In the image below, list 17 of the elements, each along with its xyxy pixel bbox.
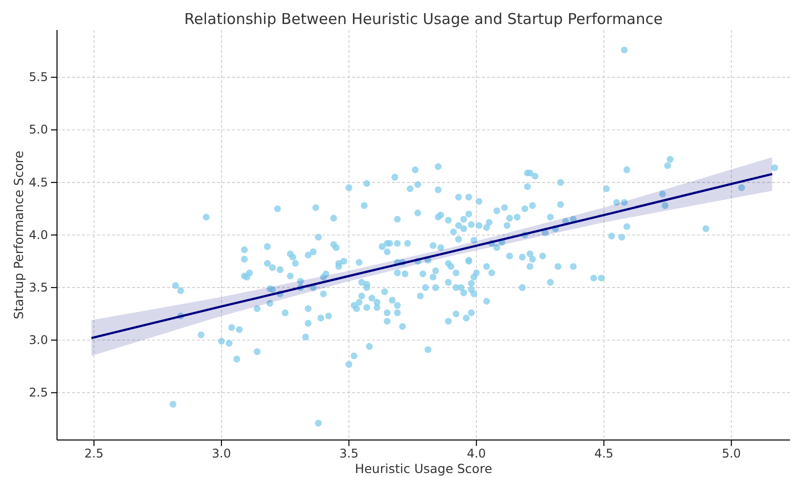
y-axis-title: Startup Performance Score [11, 150, 26, 320]
x-tick-label: 4.0 [466, 446, 486, 461]
chart-title: Relationship Between Heuristic Usage and Startup Performance [184, 10, 663, 28]
y-tick-label: 2.5 [28, 386, 48, 400]
x-axis-title: Heuristic Usage Score [354, 461, 492, 476]
y-tick-label: 4.0 [28, 228, 48, 242]
line-series [90, 172, 774, 340]
y-tick-label: 4.5 [28, 175, 48, 190]
x-tick-label: 3.5 [339, 446, 358, 461]
x-tick-label: 3.0 [212, 446, 231, 461]
y-tick-label: 5.0 [28, 122, 48, 137]
x-tick-label: 2.5 [84, 446, 104, 461]
y-tick-label: 3.0 [28, 332, 48, 347]
y-tick-label: 3.5 [28, 280, 48, 294]
y-tick-label: 5.5 [28, 70, 48, 84]
x-tick-label: 5.0 [722, 446, 741, 461]
x-tick-label: 4.5 [594, 446, 614, 461]
